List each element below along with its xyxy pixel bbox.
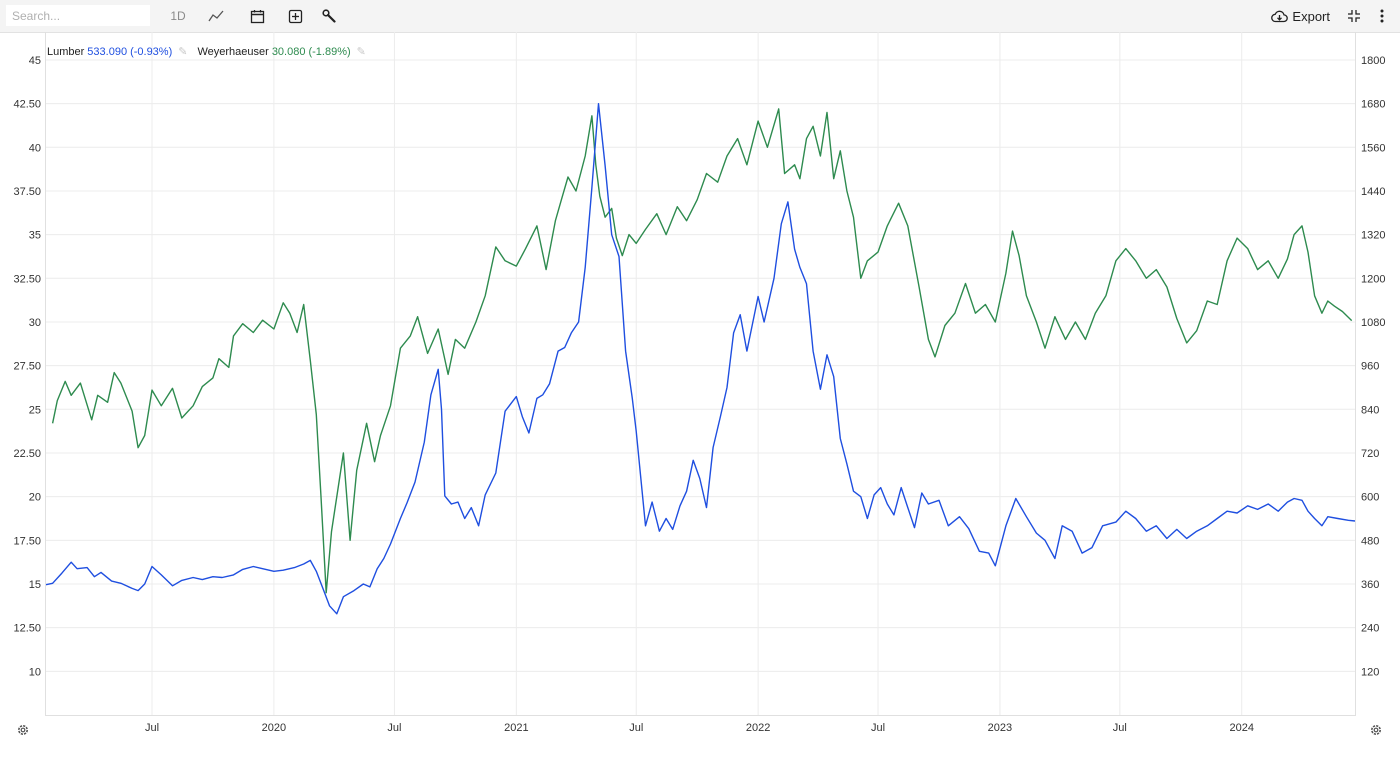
x-tick-label: Jul <box>871 722 885 734</box>
pencil-icon[interactable]: ✎ <box>356 46 366 58</box>
x-tick-label: 2021 <box>504 722 528 734</box>
export-button[interactable]: Export <box>1271 5 1330 27</box>
legend-name: Weyerhaeuser <box>197 45 269 58</box>
right-tick-label: 1440 <box>1361 186 1385 198</box>
left-tick-label: 40 <box>29 142 41 154</box>
right-tick-label: 1080 <box>1361 317 1385 329</box>
right-tick-label: 600 <box>1361 492 1379 504</box>
x-tick-label: Jul <box>145 722 159 734</box>
right-tick-label: 960 <box>1361 361 1379 373</box>
right-tick-label: 1320 <box>1361 230 1385 242</box>
legend-change: (-1.89%) <box>308 45 351 58</box>
x-tick-label: 2022 <box>746 722 770 734</box>
add-compare-icon[interactable] <box>283 5 307 27</box>
left-tick-label: 45 <box>29 55 41 67</box>
weyerhaeuser-series-line <box>51 108 1353 594</box>
gear-icon[interactable] <box>1369 723 1385 739</box>
export-label: Export <box>1292 8 1330 24</box>
right-tick-label: 1680 <box>1361 99 1385 111</box>
wrench-icon[interactable] <box>317 5 341 27</box>
legend-item-weyerhaeuser[interactable]: Weyerhaeuser 30.080 (-1.89%) ✎ <box>197 45 366 59</box>
pencil-icon[interactable]: ✎ <box>178 46 188 58</box>
right-tick-label: 120 <box>1361 666 1379 678</box>
left-tick-label: 37.50 <box>13 186 41 198</box>
left-tick-label: 22.50 <box>13 448 41 460</box>
left-tick-label: 10 <box>29 666 41 678</box>
left-tick-label: 17.50 <box>13 535 41 547</box>
right-axis-ticks: 120 240 360 480 600 720 840 960 1080 1200 1320 1440… <box>1361 55 1385 678</box>
left-tick-label: 20 <box>29 492 41 504</box>
right-tick-label: 720 <box>1361 448 1379 460</box>
series-lines <box>45 102 1356 615</box>
left-tick-label: 42.50 <box>13 99 41 111</box>
right-tick-label: 1200 <box>1361 273 1385 285</box>
x-tick-label: 2023 <box>988 722 1012 734</box>
left-tick-label: 25 <box>29 404 41 416</box>
calendar-icon[interactable] <box>245 5 269 27</box>
right-tick-label: 480 <box>1361 535 1379 547</box>
x-tick-label: Jul <box>387 722 401 734</box>
lumber-series-line <box>45 102 1356 615</box>
line-chart-icon[interactable] <box>204 5 228 27</box>
chart-grid <box>46 32 1355 715</box>
right-tick-label: 360 <box>1361 579 1379 591</box>
left-tick-label: 35 <box>29 230 41 242</box>
legend-item-lumber[interactable]: Lumber 533.090 (-0.93%) ✎ <box>47 45 188 59</box>
legend-change: (-0.93%) <box>130 45 173 58</box>
left-tick-label: 15 <box>29 579 41 591</box>
legend-value: 533.090 <box>87 45 128 58</box>
legend-name: Lumber <box>47 45 85 58</box>
gear-icon[interactable] <box>16 723 32 739</box>
left-axis-ticks: 10 12.50 15 17.50 20 22.50 25 27.50 30 32.50 35 37.… <box>13 55 41 678</box>
left-tick-label: 32.50 <box>13 273 41 285</box>
interval-button[interactable]: 1D <box>170 9 186 23</box>
x-tick-label: 2020 <box>262 722 286 734</box>
cloud-download-icon <box>1271 10 1289 22</box>
left-tick-label: 30 <box>29 317 41 329</box>
more-vertical-icon[interactable] <box>1370 5 1394 27</box>
right-tick-label: 240 <box>1361 623 1379 635</box>
collapse-icon[interactable] <box>1342 5 1366 27</box>
search-input[interactable] <box>6 5 150 26</box>
x-axis-ticks: Jul 2020 Jul 2021 Jul 2022 Jul 2023 Jul 2024 <box>145 722 1254 734</box>
right-tick-label: 1800 <box>1361 55 1385 67</box>
toolbar: 1D Export <box>0 0 1400 33</box>
x-tick-label: 2024 <box>1229 722 1253 734</box>
legend-value: 30.080 <box>271 45 306 58</box>
legend: Lumber 533.090 (-0.93%) ✎ Weyerhaeuser 3… <box>47 45 366 59</box>
left-tick-label: 12.50 <box>13 623 41 635</box>
right-tick-label: 1560 <box>1361 142 1385 154</box>
x-tick-label: Jul <box>1113 722 1127 734</box>
x-tick-label: Jul <box>629 722 643 734</box>
left-tick-label: 27.50 <box>13 361 41 373</box>
right-tick-label: 840 <box>1361 404 1379 416</box>
